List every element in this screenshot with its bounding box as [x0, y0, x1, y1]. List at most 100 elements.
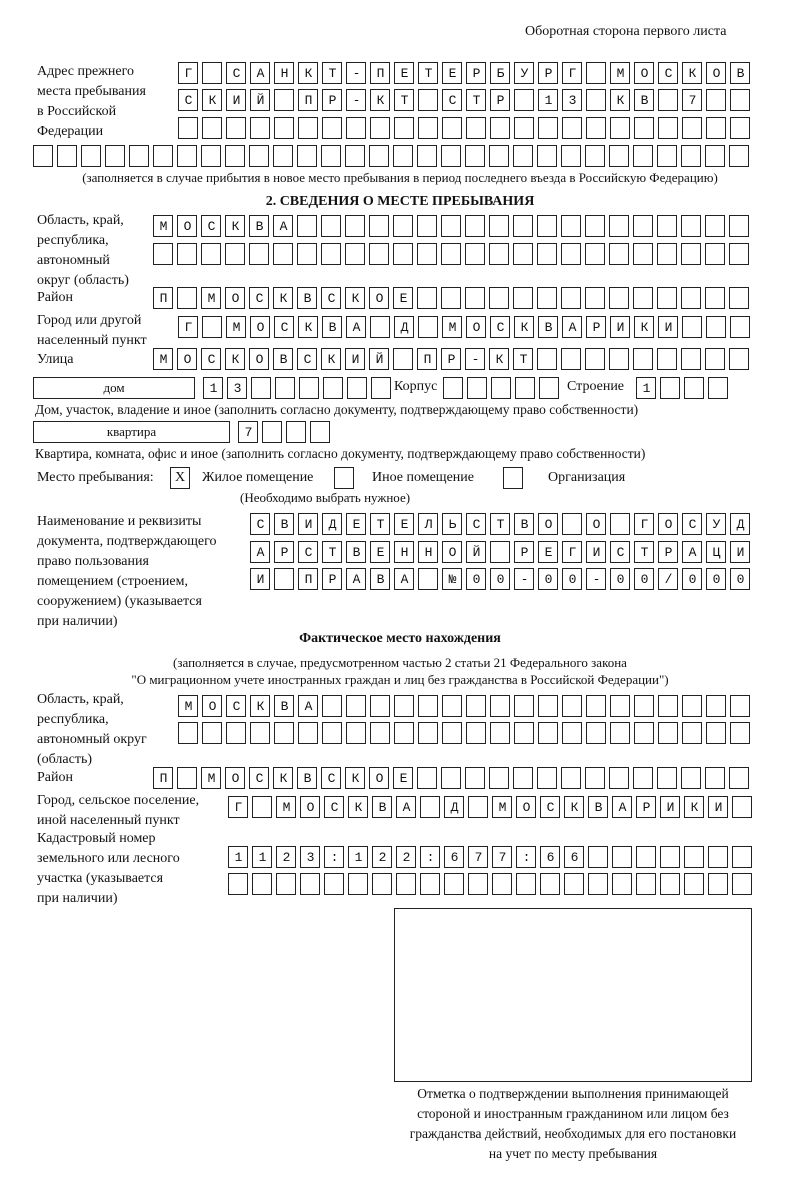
- char-cell[interactable]: [225, 767, 245, 789]
- char-cell[interactable]: [297, 243, 317, 265]
- char-cell[interactable]: [273, 767, 293, 789]
- char-cell[interactable]: [658, 89, 678, 111]
- char-cell[interactable]: [225, 145, 245, 167]
- char-cell[interactable]: [513, 287, 533, 309]
- char-cell[interactable]: [705, 145, 725, 167]
- char-cell[interactable]: [660, 796, 680, 818]
- char-cell[interactable]: [538, 568, 558, 590]
- char-cell[interactable]: [682, 117, 702, 139]
- char-cell[interactable]: [298, 541, 318, 563]
- char-cell[interactable]: [370, 695, 390, 717]
- char-cell[interactable]: [417, 767, 437, 789]
- char-cell[interactable]: [586, 568, 606, 590]
- char-cell[interactable]: [537, 767, 557, 789]
- char-cell[interactable]: [252, 846, 272, 868]
- char-cell[interactable]: [466, 117, 486, 139]
- char-cell[interactable]: [249, 215, 269, 237]
- char-cell[interactable]: [418, 695, 438, 717]
- char-cell[interactable]: [633, 145, 653, 167]
- char-cell[interactable]: [729, 243, 749, 265]
- char-cell[interactable]: [178, 722, 198, 744]
- char-cell[interactable]: [369, 287, 389, 309]
- char-cell[interactable]: [490, 722, 510, 744]
- char-cell[interactable]: [562, 89, 582, 111]
- char-cell[interactable]: [730, 316, 750, 338]
- char-cell[interactable]: [369, 767, 389, 789]
- char-cell[interactable]: [561, 215, 581, 237]
- char-cell[interactable]: [321, 215, 341, 237]
- char-cell[interactable]: [634, 62, 654, 84]
- char-cell[interactable]: [226, 722, 246, 744]
- char-cell[interactable]: [681, 243, 701, 265]
- char-cell[interactable]: [442, 513, 462, 535]
- char-cell[interactable]: [513, 243, 533, 265]
- char-cell[interactable]: [682, 722, 702, 744]
- char-cell[interactable]: [81, 145, 101, 167]
- char-cell[interactable]: [276, 873, 296, 895]
- char-cell[interactable]: [346, 89, 366, 111]
- apt-type-field[interactable]: квартира: [33, 421, 230, 443]
- char-cell[interactable]: [417, 145, 437, 167]
- char-cell[interactable]: [370, 62, 390, 84]
- char-cell[interactable]: [393, 767, 413, 789]
- char-cell[interactable]: [684, 796, 704, 818]
- char-cell[interactable]: [490, 695, 510, 717]
- char-cell[interactable]: [322, 62, 342, 84]
- char-cell[interactable]: [658, 568, 678, 590]
- char-cell[interactable]: [153, 348, 173, 370]
- char-cell[interactable]: [706, 568, 726, 590]
- char-cell[interactable]: [634, 695, 654, 717]
- char-cell[interactable]: [396, 846, 416, 868]
- char-cell[interactable]: [705, 243, 725, 265]
- doc-row-2[interactable]: АРСТВЕННОЙ РЕГИСТРАЦИ: [250, 541, 754, 563]
- char-cell[interactable]: [538, 89, 558, 111]
- char-cell[interactable]: [322, 89, 342, 111]
- char-cell[interactable]: [610, 117, 630, 139]
- char-cell[interactable]: [442, 117, 462, 139]
- char-cell[interactable]: [178, 117, 198, 139]
- char-cell[interactable]: [442, 541, 462, 563]
- char-cell[interactable]: [370, 117, 390, 139]
- char-cell[interactable]: [657, 243, 677, 265]
- char-cell[interactable]: [585, 215, 605, 237]
- char-cell[interactable]: [561, 145, 581, 167]
- char-cell[interactable]: [346, 316, 366, 338]
- char-cell[interactable]: [321, 767, 341, 789]
- char-cell[interactable]: [418, 89, 438, 111]
- char-cell[interactable]: [417, 348, 437, 370]
- char-cell[interactable]: [657, 215, 677, 237]
- char-cell[interactable]: [586, 89, 606, 111]
- char-cell[interactable]: [636, 377, 656, 399]
- char-cell[interactable]: [249, 348, 269, 370]
- char-cell[interactable]: [420, 796, 440, 818]
- char-cell[interactable]: [634, 513, 654, 535]
- char-cell[interactable]: [489, 348, 509, 370]
- char-cell[interactable]: [467, 377, 487, 399]
- char-cell[interactable]: [706, 316, 726, 338]
- char-cell[interactable]: [586, 722, 606, 744]
- char-cell[interactable]: [105, 145, 125, 167]
- char-cell[interactable]: [249, 145, 269, 167]
- char-cell[interactable]: [730, 722, 750, 744]
- char-cell[interactable]: [228, 846, 248, 868]
- house-type-field[interactable]: дом: [33, 377, 195, 399]
- char-cell[interactable]: [274, 316, 294, 338]
- char-cell[interactable]: [370, 568, 390, 590]
- char-cell[interactable]: [418, 62, 438, 84]
- char-cell[interactable]: [202, 722, 222, 744]
- char-cell[interactable]: [441, 145, 461, 167]
- char-cell[interactable]: [57, 145, 77, 167]
- char-cell[interactable]: [561, 243, 581, 265]
- char-cell[interactable]: [732, 796, 752, 818]
- char-cell[interactable]: [442, 568, 462, 590]
- actual-district-row[interactable]: П МОСКВСКОЕ: [153, 767, 753, 789]
- char-cell[interactable]: [706, 117, 726, 139]
- char-cell[interactable]: [633, 767, 653, 789]
- char-cell[interactable]: [441, 215, 461, 237]
- char-cell[interactable]: [178, 316, 198, 338]
- char-cell[interactable]: [444, 873, 464, 895]
- char-cell[interactable]: [276, 846, 296, 868]
- char-cell[interactable]: [633, 287, 653, 309]
- char-cell[interactable]: [730, 117, 750, 139]
- char-cell[interactable]: [274, 568, 294, 590]
